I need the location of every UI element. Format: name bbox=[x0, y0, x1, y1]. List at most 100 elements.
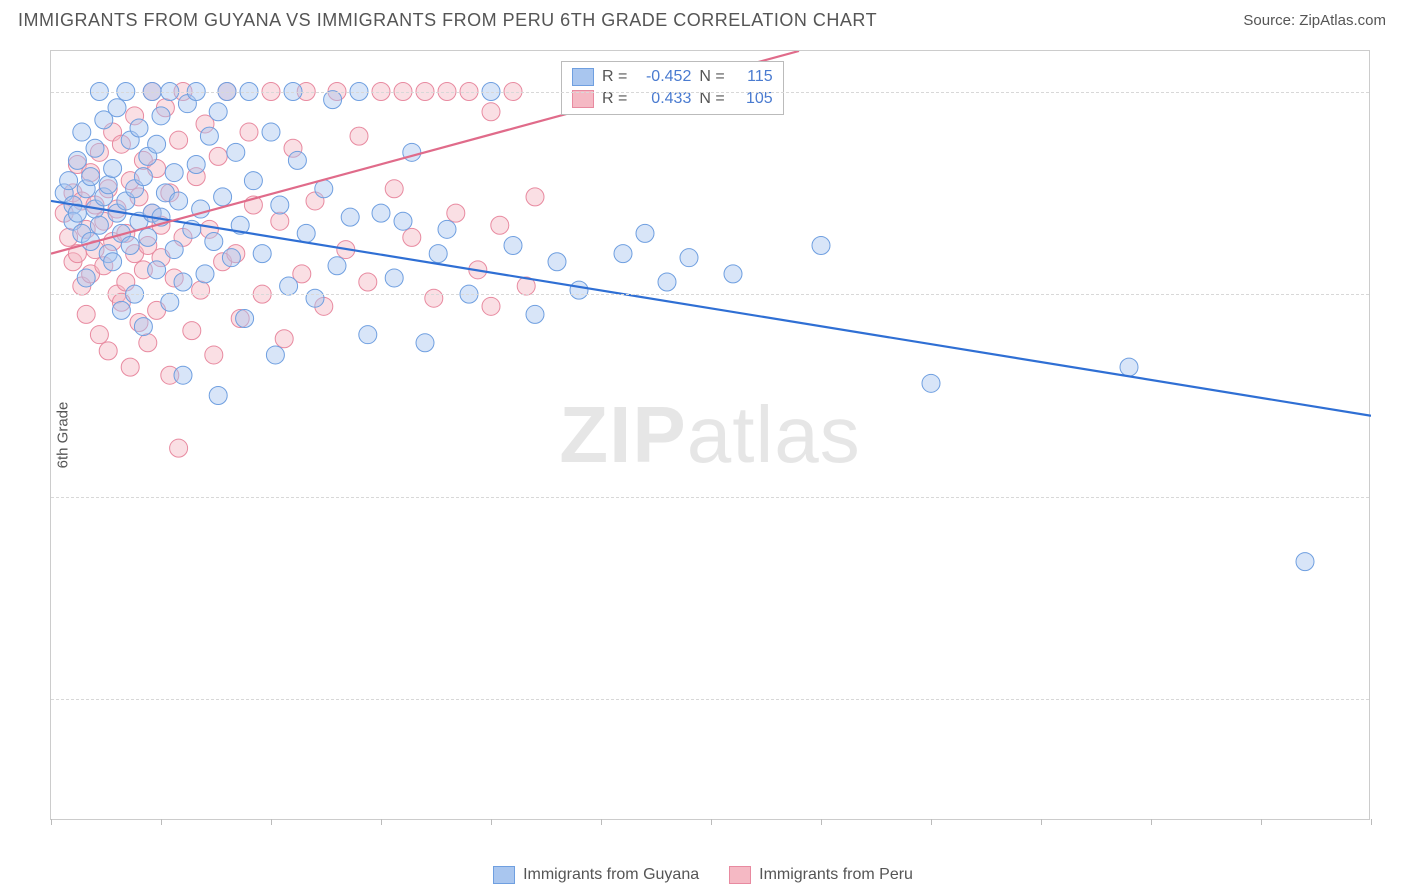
data-point-guyana bbox=[170, 192, 188, 210]
data-point-guyana bbox=[161, 293, 179, 311]
x-tick bbox=[1041, 819, 1042, 825]
x-tick bbox=[821, 819, 822, 825]
x-tick bbox=[381, 819, 382, 825]
n-label: N = bbox=[699, 66, 724, 88]
gridline-h bbox=[51, 497, 1369, 498]
legend-label: Immigrants from Guyana bbox=[523, 866, 699, 884]
data-point-guyana bbox=[658, 273, 676, 291]
data-point-guyana bbox=[1296, 553, 1314, 571]
data-point-guyana bbox=[328, 257, 346, 275]
data-point-guyana bbox=[570, 281, 588, 299]
correlation-legend: R =-0.452N =115R =0.433N =105 bbox=[561, 61, 784, 115]
data-point-peru bbox=[240, 123, 258, 141]
legend-label: Immigrants from Peru bbox=[759, 866, 913, 884]
data-point-guyana bbox=[165, 164, 183, 182]
gridline-h bbox=[51, 699, 1369, 700]
data-point-guyana bbox=[244, 172, 262, 190]
data-point-guyana bbox=[614, 245, 632, 263]
data-point-guyana bbox=[253, 245, 271, 263]
x-tick bbox=[711, 819, 712, 825]
data-point-guyana bbox=[187, 155, 205, 173]
data-point-guyana bbox=[222, 249, 240, 267]
gridline-h bbox=[51, 294, 1369, 295]
data-point-peru bbox=[192, 281, 210, 299]
legend-item: Immigrants from Peru bbox=[729, 866, 913, 884]
data-point-guyana bbox=[280, 277, 298, 295]
data-point-guyana bbox=[112, 301, 130, 319]
data-point-guyana bbox=[438, 220, 456, 238]
data-point-guyana bbox=[341, 208, 359, 226]
data-point-guyana bbox=[134, 318, 152, 336]
scatter-svg bbox=[51, 51, 1371, 821]
data-point-guyana bbox=[359, 326, 377, 344]
r-value: -0.452 bbox=[635, 66, 691, 88]
data-point-guyana bbox=[73, 123, 91, 141]
series-legend: Immigrants from Guyana Immigrants from Pe… bbox=[0, 858, 1406, 892]
data-point-peru bbox=[121, 358, 139, 376]
chart-title: IMMIGRANTS FROM GUYANA VS IMMIGRANTS FRO… bbox=[18, 10, 877, 31]
data-point-peru bbox=[209, 147, 227, 165]
data-point-guyana bbox=[174, 366, 192, 384]
source-credit: Source: ZipAtlas.com bbox=[1243, 12, 1386, 29]
x-tick bbox=[1261, 819, 1262, 825]
data-point-peru bbox=[491, 216, 509, 234]
legend-swatch bbox=[572, 90, 594, 108]
data-point-guyana bbox=[262, 123, 280, 141]
data-point-guyana bbox=[209, 103, 227, 121]
data-point-peru bbox=[526, 188, 544, 206]
legend-swatch bbox=[729, 866, 751, 884]
data-point-guyana bbox=[266, 346, 284, 364]
data-point-guyana bbox=[724, 265, 742, 283]
data-point-guyana bbox=[99, 176, 117, 194]
data-point-peru bbox=[139, 334, 157, 352]
data-point-guyana bbox=[60, 172, 78, 190]
legend-item: Immigrants from Guyana bbox=[493, 866, 699, 884]
data-point-guyana bbox=[68, 151, 86, 169]
data-point-peru bbox=[275, 330, 293, 348]
x-tick bbox=[1371, 819, 1372, 825]
data-point-peru bbox=[425, 289, 443, 307]
data-point-guyana bbox=[200, 127, 218, 145]
x-tick bbox=[491, 819, 492, 825]
data-point-guyana bbox=[86, 139, 104, 157]
data-point-guyana bbox=[90, 216, 108, 234]
trend-line-guyana bbox=[51, 201, 1371, 416]
data-point-peru bbox=[482, 297, 500, 315]
x-tick bbox=[271, 819, 272, 825]
data-point-peru bbox=[350, 127, 368, 145]
data-point-guyana bbox=[394, 212, 412, 230]
data-point-peru bbox=[359, 273, 377, 291]
legend-row: R =-0.452N =115 bbox=[572, 66, 773, 88]
n-value: 115 bbox=[733, 66, 773, 88]
data-point-guyana bbox=[108, 99, 126, 117]
data-point-guyana bbox=[1120, 358, 1138, 376]
data-point-guyana bbox=[306, 289, 324, 307]
x-tick bbox=[161, 819, 162, 825]
data-point-guyana bbox=[214, 188, 232, 206]
x-tick bbox=[1151, 819, 1152, 825]
data-point-peru bbox=[170, 439, 188, 457]
x-tick bbox=[51, 819, 52, 825]
data-point-guyana bbox=[104, 160, 122, 178]
data-point-guyana bbox=[812, 237, 830, 255]
source-prefix: Source: bbox=[1243, 12, 1299, 29]
data-point-peru bbox=[403, 228, 421, 246]
legend-swatch bbox=[493, 866, 515, 884]
data-point-guyana bbox=[77, 269, 95, 287]
plot-area: 6th Grade ZIPatlas R =-0.452N =115R =0.4… bbox=[50, 50, 1370, 820]
data-point-guyana bbox=[271, 196, 289, 214]
data-point-guyana bbox=[139, 228, 157, 246]
data-point-guyana bbox=[636, 224, 654, 242]
data-point-guyana bbox=[526, 305, 544, 323]
data-point-guyana bbox=[209, 386, 227, 404]
data-point-peru bbox=[170, 131, 188, 149]
data-point-guyana bbox=[196, 265, 214, 283]
data-point-guyana bbox=[148, 261, 166, 279]
data-point-guyana bbox=[922, 374, 940, 392]
data-point-guyana bbox=[236, 309, 254, 327]
data-point-guyana bbox=[372, 204, 390, 222]
source-name: ZipAtlas.com bbox=[1299, 12, 1386, 29]
title-bar: IMMIGRANTS FROM GUYANA VS IMMIGRANTS FRO… bbox=[0, 0, 1406, 37]
chart-container: IMMIGRANTS FROM GUYANA VS IMMIGRANTS FRO… bbox=[0, 0, 1406, 892]
data-point-peru bbox=[205, 346, 223, 364]
